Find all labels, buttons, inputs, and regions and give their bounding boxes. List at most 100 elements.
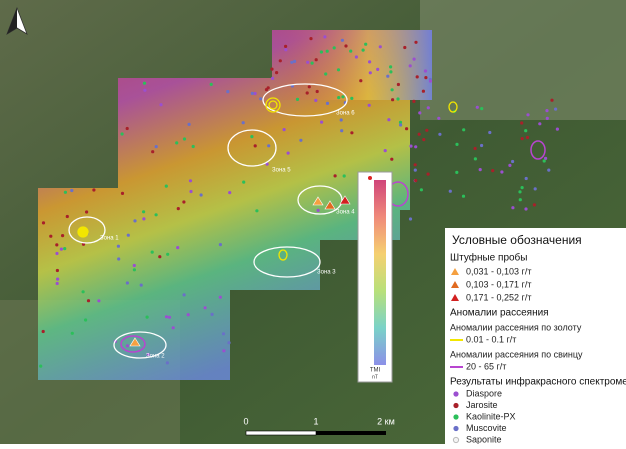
- sample-point: [413, 168, 417, 172]
- legend-item: Kaolinite-PX: [466, 411, 516, 421]
- sample-point: [455, 170, 459, 174]
- gold-anomaly: [268, 100, 278, 110]
- scale-label: 0: [243, 416, 248, 426]
- sample-point: [545, 109, 549, 113]
- gold-anomaly: [265, 97, 281, 113]
- sample-point: [520, 186, 524, 190]
- sample-point: [532, 203, 537, 207]
- zone-outlines: [68, 83, 348, 359]
- field: [420, 0, 626, 120]
- sample-point: [368, 60, 372, 64]
- sample-point: [164, 315, 169, 319]
- colorbar-unit: nT: [372, 374, 378, 380]
- sample-point: [325, 49, 329, 53]
- sample-point: [253, 144, 257, 148]
- sample-point: [421, 89, 425, 93]
- sample-point: [510, 159, 515, 164]
- scale-segment: [245, 430, 317, 436]
- legend-symbol: [451, 268, 459, 275]
- sample-point: [142, 217, 146, 221]
- zone-outline: [68, 216, 106, 244]
- sample-point: [165, 361, 169, 365]
- sample-point: [145, 315, 149, 319]
- sample-point: [350, 96, 354, 100]
- legend-symbol: [453, 402, 459, 409]
- sample-point: [437, 116, 441, 120]
- sample-point: [218, 295, 222, 299]
- sample-point: [151, 150, 155, 154]
- sample-point: [242, 180, 246, 184]
- sample-point: [426, 172, 430, 176]
- sample-point: [367, 103, 371, 107]
- sample-point: [143, 88, 147, 92]
- sample-point: [337, 96, 341, 100]
- legend-item: Saponite: [466, 434, 502, 444]
- sample-point: [228, 191, 232, 195]
- sample-point: [209, 82, 213, 86]
- legend-section-title: Результаты инфракрасного спектрометра: [450, 376, 626, 388]
- legend-subtitle: Аномалии рассеяния по золоту: [450, 322, 582, 332]
- sample-point: [306, 60, 310, 64]
- sample-point: [389, 65, 393, 69]
- sample-point: [191, 144, 195, 149]
- colorbar: TMI nT: [357, 171, 393, 383]
- sample-point: [424, 76, 428, 80]
- sample-point: [271, 76, 275, 80]
- sample-point: [461, 194, 466, 198]
- sample-point: [390, 157, 394, 161]
- sample-point: [293, 59, 297, 64]
- sample-point: [126, 233, 130, 237]
- sample-point: [56, 277, 60, 281]
- sample-point: [518, 198, 522, 202]
- sample-point: [166, 252, 170, 256]
- sample-point: [116, 244, 120, 248]
- colorbar-marker: [368, 176, 372, 180]
- sample-point: [186, 313, 190, 317]
- sample-point: [265, 162, 269, 166]
- sample-point: [361, 48, 365, 52]
- sample-point: [325, 101, 330, 105]
- sample-point: [65, 214, 69, 219]
- sample-point: [408, 217, 413, 221]
- sample-point: [555, 127, 560, 131]
- scale-segment: [316, 431, 386, 435]
- sample-triangle: [312, 196, 324, 206]
- legend-box: [445, 228, 626, 444]
- north-arrow: [6, 6, 28, 35]
- sample-point: [176, 207, 180, 211]
- sample-point: [396, 97, 400, 101]
- magnetic-anomaly-raster: [38, 30, 432, 380]
- sample-point: [333, 174, 337, 178]
- sample-point: [307, 85, 311, 89]
- sample-point: [511, 206, 515, 210]
- sample-point: [139, 283, 143, 287]
- sample-point: [259, 97, 263, 101]
- sample-point: [125, 281, 129, 285]
- sample-point: [336, 68, 341, 72]
- legend-subtitle: Аномалии рассеяния по свинцу: [450, 349, 583, 359]
- sample-point: [428, 79, 433, 83]
- sample-point: [70, 331, 74, 335]
- legend-section-title: Аномалии рассеяния: [450, 308, 549, 319]
- sample-point: [488, 130, 492, 135]
- colorbar-ramp: [374, 180, 386, 365]
- sample-point: [414, 178, 418, 183]
- sample-point: [241, 121, 245, 125]
- sample-point: [399, 123, 403, 127]
- gold-anomaly: [77, 226, 89, 238]
- zone-label: Зона 2: [146, 354, 165, 360]
- sample-point: [59, 247, 64, 251]
- scale-label: 1: [313, 416, 318, 426]
- sample-point: [508, 163, 512, 167]
- sample-point: [500, 170, 504, 174]
- sample-point: [417, 132, 421, 136]
- sample-point: [340, 38, 344, 42]
- sample-point: [341, 95, 345, 99]
- sample-point: [412, 99, 416, 103]
- legend-symbol: [453, 391, 459, 397]
- sample-point: [290, 60, 294, 64]
- sample-point: [398, 120, 403, 124]
- legend-item: Muscovite: [466, 423, 507, 433]
- sample-point: [473, 157, 477, 161]
